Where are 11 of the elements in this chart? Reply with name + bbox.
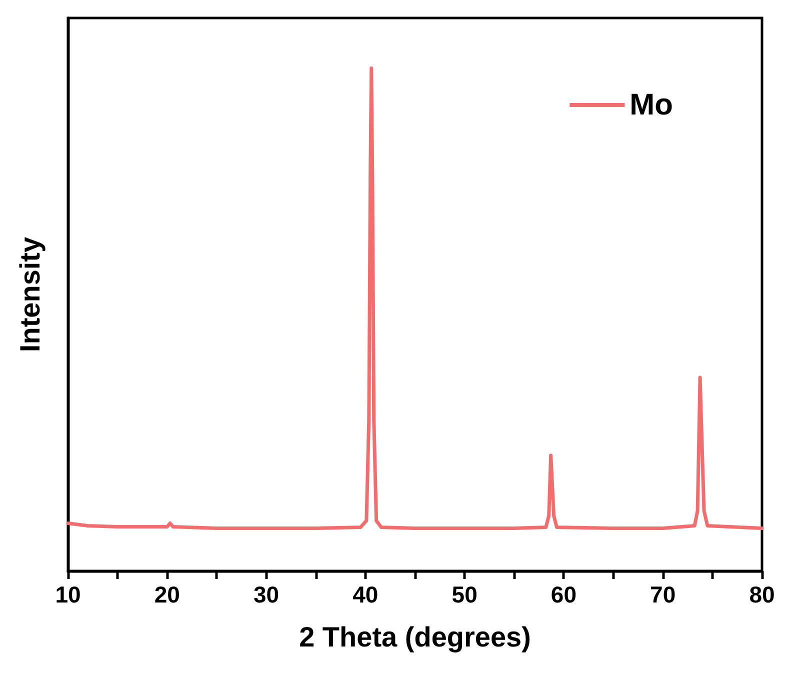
y-axis-title: Intensity	[14, 236, 46, 352]
x-tick-label: 50	[452, 582, 478, 608]
x-tick-label: 30	[253, 582, 280, 608]
legend-label: Mo	[630, 88, 674, 122]
x-tick-label: 40	[352, 582, 378, 608]
x-tick-label: 20	[154, 582, 180, 608]
x-tick-label: 10	[55, 582, 81, 608]
x-tick-label: 80	[749, 582, 775, 608]
x-axis-title: 2 Theta (degrees)	[299, 622, 531, 652]
x-tick-label: 60	[550, 582, 577, 608]
x-tick-label: 70	[650, 582, 676, 608]
